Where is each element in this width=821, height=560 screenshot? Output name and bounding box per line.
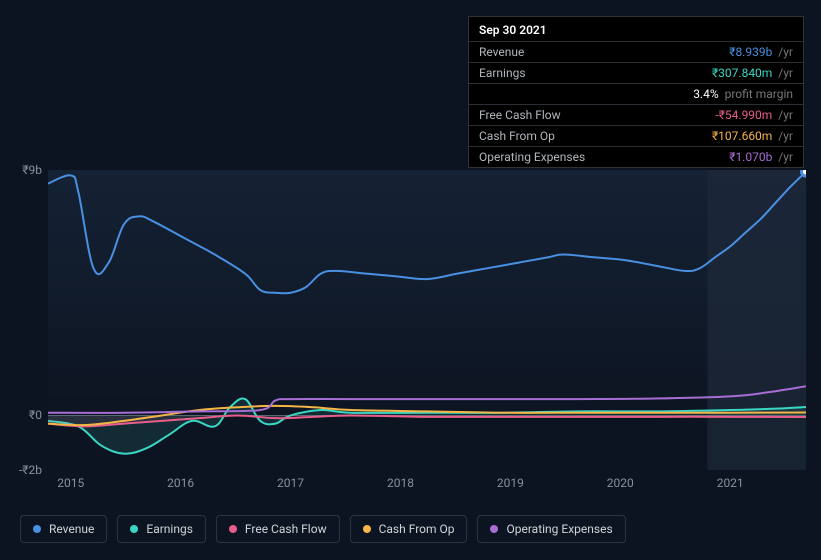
x-tick-label: 2016 xyxy=(167,476,194,490)
legend-label: Operating Expenses xyxy=(506,522,612,536)
tooltip-row-label: Cash From Op xyxy=(479,129,555,143)
tooltip-row-value: ₹307.840m /yr xyxy=(712,66,793,80)
legend-item-fcf[interactable]: Free Cash Flow xyxy=(216,515,340,543)
tooltip-row: Cash From Op ₹107.660m /yr xyxy=(469,125,803,146)
legend-label: Earnings xyxy=(146,522,193,536)
legend-label: Revenue xyxy=(49,522,94,536)
legend-item-cfo[interactable]: Cash From Op xyxy=(350,515,468,543)
tooltip-row-label: Revenue xyxy=(479,45,524,59)
legend-dot-icon xyxy=(33,525,41,533)
x-tick-label: 2020 xyxy=(607,476,634,490)
tooltip-row: Free Cash Flow -₹54.990m /yr xyxy=(469,104,803,125)
legend-dot-icon xyxy=(490,525,498,533)
y-tick-label: ₹9b xyxy=(22,163,42,177)
tooltip-row-value: -₹54.990m /yr xyxy=(715,108,793,122)
x-tick-label: 2018 xyxy=(387,476,414,490)
tooltip-row: Operating Expenses ₹1.070b /yr xyxy=(469,146,803,167)
data-tooltip: Sep 30 2021 Revenue ₹8.939b /yr Earnings ₹3… xyxy=(468,16,804,168)
legend-item-earnings[interactable]: Earnings xyxy=(117,515,206,543)
y-tick-label: ₹0 xyxy=(29,408,42,422)
legend-label: Free Cash Flow xyxy=(245,522,327,536)
legend: Revenue Earnings Free Cash Flow Cash From O… xyxy=(20,515,626,543)
tooltip-row-label: Earnings xyxy=(479,66,526,80)
tooltip-date: Sep 30 2021 xyxy=(469,17,803,41)
tooltip-row-label: Free Cash Flow xyxy=(479,108,561,122)
legend-label: Cash From Op xyxy=(379,522,455,536)
tooltip-rows: Revenue ₹8.939b /yr Earnings ₹307.840m /yr 3… xyxy=(469,41,803,167)
tooltip-row-value: 3.4% profit margin xyxy=(693,87,793,101)
y-tick-label: -₹2b xyxy=(19,463,42,477)
x-tick-label: 2021 xyxy=(717,476,744,490)
x-tick-label: 2015 xyxy=(57,476,84,490)
legend-item-opex[interactable]: Operating Expenses xyxy=(477,515,625,543)
x-tick-label: 2019 xyxy=(497,476,524,490)
legend-item-revenue[interactable]: Revenue xyxy=(20,515,107,543)
tooltip-row-value: ₹8.939b /yr xyxy=(729,45,793,59)
line-chart[interactable]: ₹9b₹0-₹2b 2015201620172018201920202021 xyxy=(48,170,806,470)
legend-dot-icon xyxy=(363,525,371,533)
tooltip-row-label: Operating Expenses xyxy=(479,150,585,164)
x-tick-label: 2017 xyxy=(277,476,304,490)
tooltip-row: Revenue ₹8.939b /yr xyxy=(469,41,803,62)
tooltip-row: Earnings ₹307.840m /yr xyxy=(469,62,803,83)
tooltip-row-value: ₹107.660m /yr xyxy=(712,129,793,143)
chart-svg xyxy=(48,170,806,470)
tooltip-row: 3.4% profit margin xyxy=(469,83,803,104)
tooltip-row-value: ₹1.070b /yr xyxy=(729,150,793,164)
legend-dot-icon xyxy=(130,525,138,533)
legend-dot-icon xyxy=(229,525,237,533)
